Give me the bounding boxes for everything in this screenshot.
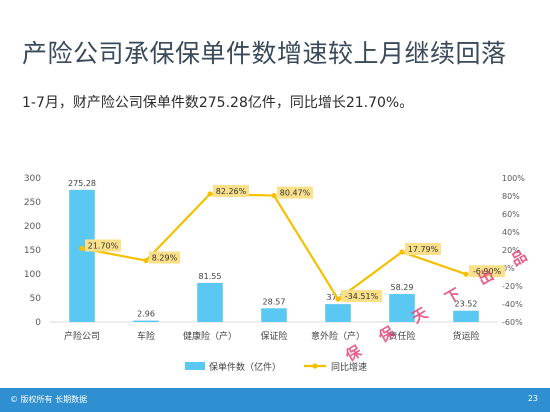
x-category-label: 健康险（产） <box>183 330 237 342</box>
line-point <box>463 271 469 277</box>
line-value-label: -34.51% <box>345 292 379 301</box>
x-category-label: 货运险 <box>452 330 479 342</box>
line-value-label: 80.47% <box>280 189 311 198</box>
line-point <box>207 191 213 197</box>
line-label-bg <box>341 290 382 303</box>
line-label-bg <box>469 265 505 278</box>
bar <box>325 304 351 322</box>
bar-value-label: 81.55 <box>199 272 222 281</box>
line-point <box>335 296 341 302</box>
bar <box>69 189 95 322</box>
bar <box>389 294 415 322</box>
page-number: 23 <box>527 394 538 403</box>
line-label-bg <box>85 239 121 252</box>
y-right-tick-label: 80% <box>502 192 520 201</box>
line-value-label: 17.79% <box>408 245 439 254</box>
footer-copyright: © 版权所有 长期数据 <box>10 395 88 404</box>
page-subtitle: 1-7月，财产险公司保单件数275.28亿件，同比增长21.70%。 <box>22 95 414 111</box>
y-left-tick-label: 50 <box>30 294 42 304</box>
bar-value-label: 23.52 <box>455 300 478 309</box>
x-category-label: 保证险 <box>260 330 287 342</box>
footer-bar: © 版权所有 长期数据 23 <box>0 388 550 412</box>
y-left-tick-label: 100 <box>24 270 41 280</box>
line-label-bg <box>213 184 249 197</box>
bar <box>133 320 159 322</box>
bar-value-label: 58.29 <box>391 283 414 292</box>
x-category-label: 产险公司 <box>64 330 100 342</box>
line-value-label: -6.90% <box>473 267 502 276</box>
legend-swatch-bar <box>185 362 205 370</box>
line-label-bg <box>277 186 313 199</box>
line-value-label: 21.70% <box>88 241 119 250</box>
x-category-label: 意外险（产） <box>311 330 365 342</box>
bar-value-label: 275.28 <box>68 179 96 188</box>
y-right-tick-label: -20% <box>502 282 523 291</box>
y-left-tick-label: 150 <box>24 246 41 256</box>
line-point <box>271 192 277 199</box>
line-value-label: 82.26% <box>216 187 247 196</box>
line-label-bg <box>405 242 441 255</box>
y-left-tick-label: 300 <box>24 174 41 184</box>
page-title: 产险公司承保保单件数增速较上月继续回落 <box>22 39 507 68</box>
line-point <box>143 257 149 264</box>
x-category-label: 责任险 <box>388 330 415 342</box>
legend-label-bar: 保单件数（亿件） <box>209 361 281 373</box>
bar-value-label: 2.96 <box>137 310 155 319</box>
legend-swatch-point <box>312 363 318 369</box>
line-point <box>79 245 85 252</box>
y-left-tick-label: 200 <box>24 222 41 232</box>
y-right-tick-label: 20% <box>502 246 520 255</box>
legend-label-line: 同比增速 <box>331 361 367 373</box>
bar <box>197 282 223 322</box>
y-right-tick-label: 100% <box>502 174 525 183</box>
bar <box>261 308 287 322</box>
bar <box>453 310 479 322</box>
y-right-tick-label: 40% <box>502 228 520 237</box>
y-right-tick-label: -60% <box>502 318 523 327</box>
bar-value-label: 28.57 <box>263 297 286 306</box>
y-left-tick-label: 0 <box>35 318 41 328</box>
x-category-label: 车险 <box>137 330 155 342</box>
y-left-tick-label: 250 <box>24 198 41 208</box>
y-right-tick-label: -40% <box>502 300 523 309</box>
line-label-bg <box>149 251 180 264</box>
y-right-tick-label: 0% <box>502 264 515 273</box>
line-value-label: 8.29% <box>152 254 178 263</box>
y-right-tick-label: 60% <box>502 210 520 219</box>
line-point <box>399 249 405 255</box>
